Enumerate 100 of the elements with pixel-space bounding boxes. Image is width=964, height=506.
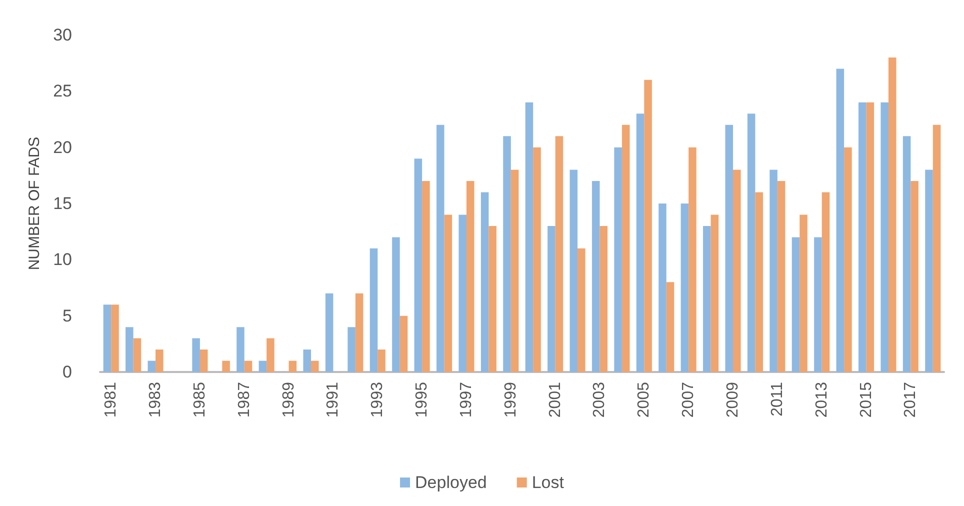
bar [436, 124, 444, 372]
bar [325, 293, 334, 372]
x-tick-label: 1997 [458, 382, 475, 418]
bar [414, 158, 422, 372]
bar [725, 124, 733, 372]
bar [111, 304, 119, 372]
x-tick-label: 1999 [502, 382, 520, 418]
bar [578, 248, 586, 372]
bar [192, 338, 200, 372]
bar [400, 316, 408, 372]
bar [510, 170, 519, 372]
bar [844, 147, 852, 372]
bar [348, 327, 356, 372]
x-tick-label: 1981 [102, 382, 120, 418]
bar [466, 181, 474, 372]
bar [570, 170, 578, 372]
x-tick-label: 1985 [191, 382, 208, 418]
bar [392, 237, 400, 372]
bar [866, 102, 874, 372]
y-tick-label: 15 [53, 194, 72, 213]
bar [777, 181, 786, 372]
y-tick-label: 20 [53, 138, 72, 157]
x-tick-label: 2005 [636, 382, 653, 418]
bar [666, 282, 674, 372]
y-tick-label: 0 [62, 362, 72, 382]
bar [636, 114, 644, 372]
bar [888, 57, 896, 372]
bar [525, 102, 534, 372]
bar [822, 192, 830, 372]
bar [548, 226, 556, 372]
bar [258, 360, 267, 372]
x-tick-label: 2015 [858, 382, 875, 418]
y-axis-title: NUMBER OF FADS [26, 136, 44, 270]
bar [555, 136, 564, 372]
bar [680, 204, 689, 372]
bar [355, 293, 364, 372]
bar [600, 226, 608, 372]
bar [910, 181, 918, 372]
bar [814, 237, 822, 372]
bar [644, 80, 652, 372]
bar [480, 192, 489, 372]
bar [200, 350, 208, 372]
bar [880, 102, 888, 372]
bar [133, 338, 142, 372]
x-tick-label: 1995 [414, 382, 431, 418]
x-tick-label: 2011 [768, 382, 786, 416]
legend-label: Deployed [415, 473, 487, 492]
y-tick-label: 10 [53, 250, 72, 270]
bar [378, 350, 386, 372]
bar [288, 360, 297, 372]
bar [148, 360, 156, 372]
bar [266, 338, 274, 372]
bar [533, 147, 541, 372]
bar [156, 350, 164, 372]
bar [592, 181, 600, 372]
bar [458, 214, 466, 372]
bar [703, 226, 711, 372]
bar [747, 114, 756, 372]
x-tick-label: 2009 [724, 382, 742, 418]
bar [126, 327, 134, 372]
bar [770, 170, 778, 372]
bar [303, 350, 311, 372]
x-tick-label: 1991 [324, 382, 342, 418]
bar [792, 237, 800, 372]
x-tick-label: 2007 [680, 382, 698, 418]
bar [925, 170, 933, 372]
bar [103, 304, 112, 372]
bar [658, 204, 666, 372]
legend-label: Lost [532, 473, 564, 492]
bar [622, 124, 630, 372]
bar [488, 226, 496, 372]
y-tick-label: 25 [53, 82, 72, 101]
bar [370, 248, 378, 372]
bar [688, 147, 696, 372]
bar [755, 192, 763, 372]
bar [932, 124, 941, 372]
bar [902, 136, 911, 372]
x-tick-label: 2001 [546, 382, 564, 418]
y-tick-label: 5 [62, 306, 72, 326]
bar [422, 181, 430, 372]
x-tick-label: 2003 [591, 382, 608, 418]
x-tick-label: 1983 [147, 382, 164, 418]
y-tick-label: 30 [53, 26, 72, 44]
x-tick-label: 1987 [236, 382, 253, 418]
bar [503, 136, 511, 372]
bar [710, 214, 719, 372]
x-tick-label: 2017 [902, 382, 920, 418]
bar [858, 102, 866, 372]
x-tick-label: 2013 [813, 382, 830, 418]
bar [244, 360, 252, 372]
x-tick-label: 1989 [280, 382, 298, 418]
bar [836, 68, 844, 372]
bar [614, 147, 622, 372]
bar [800, 214, 808, 372]
bar [236, 327, 244, 372]
bar [444, 214, 452, 372]
x-tick-label: 1993 [369, 382, 386, 418]
bar [222, 360, 230, 372]
bar [733, 170, 741, 372]
bar [311, 360, 319, 372]
